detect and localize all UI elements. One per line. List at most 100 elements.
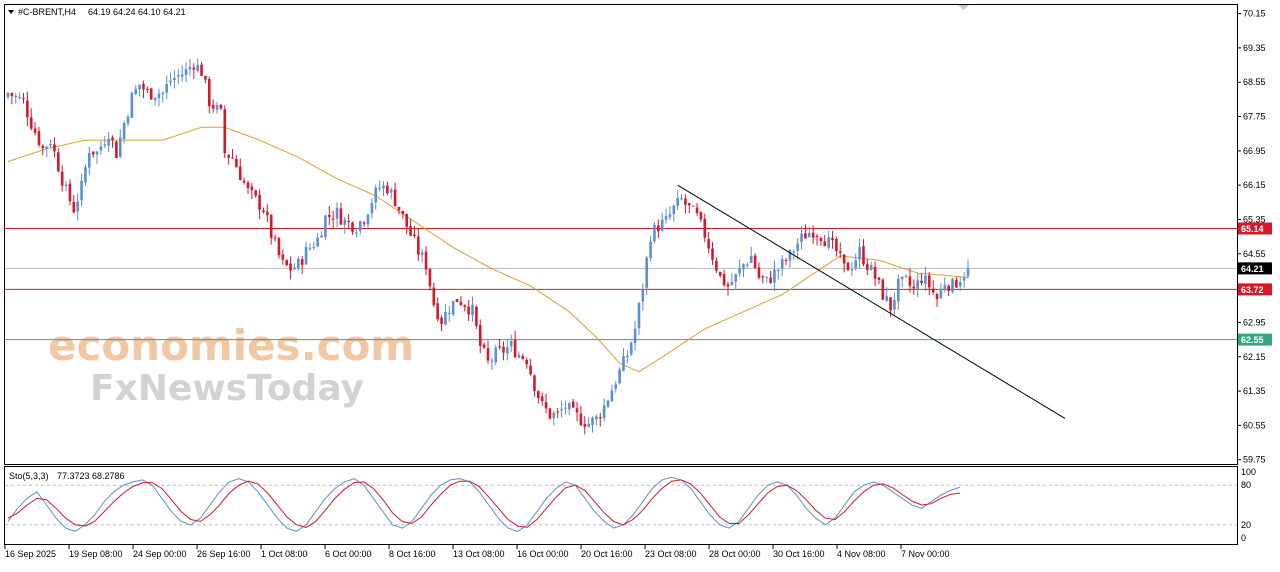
candle-body — [529, 365, 532, 375]
candle-body — [308, 247, 312, 249]
candle-body — [424, 251, 428, 270]
candle-body — [397, 206, 401, 211]
dropdown-triangle-icon[interactable] — [8, 10, 14, 14]
candle-body — [57, 152, 60, 172]
candle — [72, 194, 76, 214]
candle-body — [103, 144, 107, 146]
price-tag-bg — [1238, 262, 1272, 275]
candle-body — [382, 185, 385, 189]
candle — [815, 233, 819, 246]
candle-body — [428, 269, 432, 287]
candle-body — [850, 269, 854, 271]
candle — [753, 253, 757, 270]
candle-body — [831, 237, 834, 241]
candle — [6, 91, 10, 100]
candle-body — [885, 296, 889, 301]
candle — [134, 85, 138, 96]
candle — [386, 181, 389, 196]
candle — [289, 256, 292, 280]
candle-body — [749, 255, 753, 264]
candle-body — [579, 413, 583, 426]
shift-marker-icon[interactable] — [958, 5, 969, 10]
candle — [924, 266, 927, 292]
candle — [769, 271, 772, 284]
candle — [955, 276, 958, 288]
y-tick-label: 61.35 — [1243, 386, 1266, 396]
candle — [327, 205, 331, 226]
candle — [904, 274, 908, 279]
candle-body — [126, 116, 130, 124]
candle-body — [699, 212, 703, 220]
candle — [200, 61, 203, 77]
candle-body — [862, 246, 865, 265]
candle — [161, 91, 165, 103]
candle-body — [676, 198, 679, 207]
candle-body — [835, 238, 838, 252]
candle — [842, 254, 846, 273]
candle — [718, 271, 722, 278]
price-tag-bg — [1238, 283, 1272, 296]
candle — [525, 357, 529, 369]
candle — [897, 274, 900, 310]
candle-body — [80, 180, 83, 201]
candle — [107, 132, 110, 153]
candle-body — [788, 250, 792, 261]
candle-body — [548, 408, 552, 419]
candle-body — [641, 289, 645, 302]
candle — [680, 194, 683, 201]
candle-body — [250, 186, 254, 191]
candle-body — [753, 255, 757, 268]
candle — [122, 120, 126, 144]
y-tick-label: 70.15 — [1243, 9, 1266, 19]
candle — [664, 208, 668, 224]
main-pane-frame — [4, 4, 1238, 465]
x-tick-label: 7 Nov 00:00 — [901, 549, 950, 559]
candle-body — [196, 64, 199, 71]
candle — [180, 65, 184, 82]
candle — [749, 246, 753, 264]
candle — [595, 414, 598, 426]
candle-body — [842, 254, 846, 264]
candle — [258, 189, 261, 220]
candle-body — [231, 157, 234, 159]
candle-body — [815, 236, 819, 238]
candle-body — [494, 347, 498, 363]
candle-body — [188, 67, 192, 70]
candle-body — [91, 151, 95, 155]
price-tags: 65.14 64.21 63.72 62.55 — [1238, 222, 1272, 346]
candle — [498, 339, 501, 350]
price-tag-bg — [1238, 333, 1272, 346]
candle-body — [869, 265, 873, 270]
candle-body — [672, 205, 676, 215]
candle-body — [235, 158, 238, 168]
candle — [540, 392, 544, 406]
candle-body — [858, 247, 861, 260]
candle-body — [509, 340, 513, 347]
candle-body — [161, 92, 165, 95]
candle — [14, 93, 18, 104]
candle — [614, 381, 618, 393]
y-tick-label: 69.35 — [1243, 43, 1266, 53]
candle-body — [335, 207, 339, 219]
candle — [935, 292, 939, 307]
candle-body — [60, 171, 64, 186]
candle — [734, 273, 738, 290]
candle-body — [811, 232, 815, 238]
candle — [529, 359, 532, 376]
candle-body — [18, 97, 21, 99]
x-tick-label: 26 Sep 16:00 — [197, 549, 251, 559]
candle — [60, 165, 64, 192]
y-tick-label: 59.75 — [1243, 455, 1266, 465]
candle-body — [320, 235, 323, 238]
candle — [494, 344, 498, 366]
y-tick-label: 64.55 — [1243, 249, 1266, 259]
candle — [467, 299, 470, 322]
candle — [146, 86, 149, 94]
candle-body — [68, 183, 72, 202]
candle — [626, 350, 629, 364]
candle-body — [680, 198, 683, 200]
candle-body — [6, 93, 10, 98]
x-tick-label: 24 Sep 00:00 — [133, 549, 187, 559]
candle — [324, 214, 327, 240]
candle — [320, 231, 323, 238]
